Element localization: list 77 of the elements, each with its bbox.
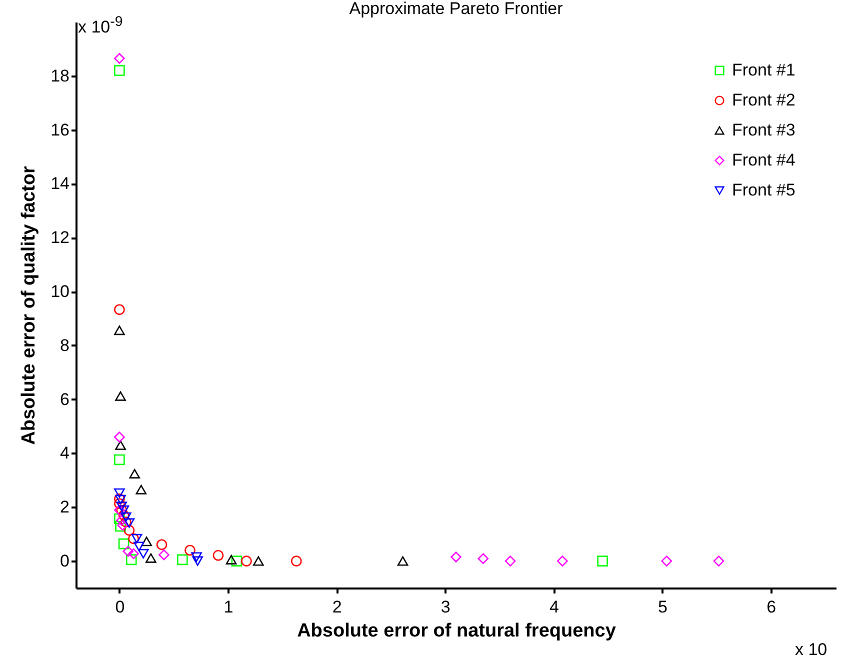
point [713, 556, 724, 566]
x-tick-label: 2 [332, 598, 342, 616]
point [136, 484, 147, 494]
x-tick-label: 5 [658, 598, 668, 616]
x-tick-label: 0 [115, 598, 125, 616]
point [192, 556, 203, 566]
legend-label: Front #2 [732, 90, 796, 110]
y-tick-label: 0 [60, 552, 70, 571]
point [504, 556, 516, 566]
point [184, 544, 196, 556]
point [146, 553, 156, 563]
point [191, 552, 202, 562]
point [141, 536, 152, 546]
y-tick-label: 8 [60, 336, 70, 355]
point [129, 468, 140, 478]
text: x 10 [795, 640, 828, 660]
point [114, 326, 125, 336]
point [557, 556, 568, 566]
legend-label: Front #5 [732, 180, 796, 200]
point [118, 538, 130, 550]
point [131, 534, 142, 544]
point [138, 549, 149, 559]
x-tick-label: 3 [440, 598, 450, 616]
y-axis-title: Absolute error of quality factor [18, 166, 40, 445]
point [128, 548, 139, 560]
point [597, 556, 608, 566]
point [124, 524, 135, 536]
y-tick-label: 16 [50, 120, 70, 140]
annotation: x 10$^{-9}$ [78, 14, 123, 38]
y-tick-label: 18 [50, 66, 70, 86]
chart-title: Approximate Pareto Frontier [349, 0, 564, 18]
point [115, 440, 126, 450]
legend-label: Front #1 [732, 60, 796, 80]
point [115, 391, 126, 401]
x-tick-label: 6 [766, 598, 776, 616]
point [122, 546, 134, 557]
point [120, 512, 132, 522]
y-tick-label: 10 [50, 282, 70, 302]
y-tick-label: 12 [50, 228, 70, 248]
y-tick-label: 2 [60, 498, 70, 517]
x-tick-label: 1 [224, 598, 234, 616]
point [118, 505, 130, 515]
point [177, 554, 188, 566]
point [114, 498, 125, 510]
point [114, 488, 125, 498]
point [124, 518, 135, 528]
point [158, 549, 170, 560]
y-tick-label: 4 [60, 444, 70, 463]
point [241, 556, 252, 566]
legend-label: Front #3 [732, 120, 796, 140]
point [114, 454, 125, 466]
x-tick-label: 4 [549, 598, 559, 616]
point [397, 556, 408, 566]
point [115, 520, 126, 532]
point [114, 65, 125, 76]
point [114, 304, 125, 315]
point [126, 554, 137, 566]
point [134, 542, 144, 552]
point [478, 553, 489, 564]
point [117, 520, 128, 531]
point [291, 556, 302, 566]
point [114, 52, 125, 64]
point [114, 432, 125, 442]
point [212, 550, 224, 561]
y-tick-label: 6 [60, 390, 70, 409]
point [120, 516, 132, 528]
point [116, 502, 127, 512]
point [661, 556, 672, 566]
x-axis-title: Absolute error of natural frequency [297, 620, 616, 642]
point [128, 533, 139, 544]
point [226, 554, 237, 564]
point [450, 552, 462, 562]
legend-label: Front #4 [732, 150, 796, 170]
point [253, 556, 264, 566]
y-tick-label: 14 [50, 174, 70, 194]
point [156, 539, 168, 550]
point [231, 556, 242, 566]
